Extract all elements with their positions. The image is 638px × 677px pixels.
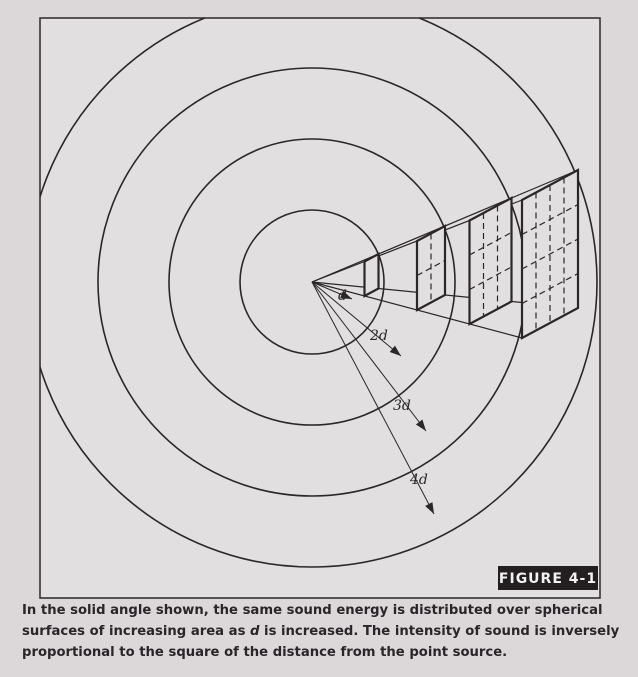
caption: In the solid angle shown, the same sound… — [22, 600, 622, 663]
figure-frame — [40, 18, 600, 598]
page: FIGURE 4-1 d 2d 3d 4d In the solid angle sh… — [0, 0, 638, 677]
distance-label: 4d — [409, 472, 428, 488]
distance-label: 2d — [369, 328, 388, 344]
area-square — [365, 254, 379, 296]
area-square — [470, 198, 512, 324]
distance-label: d — [338, 288, 347, 304]
figure: FIGURE 4-1 d 2d 3d 4d — [0, 0, 638, 600]
distance-label: 3d — [393, 398, 411, 414]
figure-badge: FIGURE 4-1 — [499, 571, 597, 587]
